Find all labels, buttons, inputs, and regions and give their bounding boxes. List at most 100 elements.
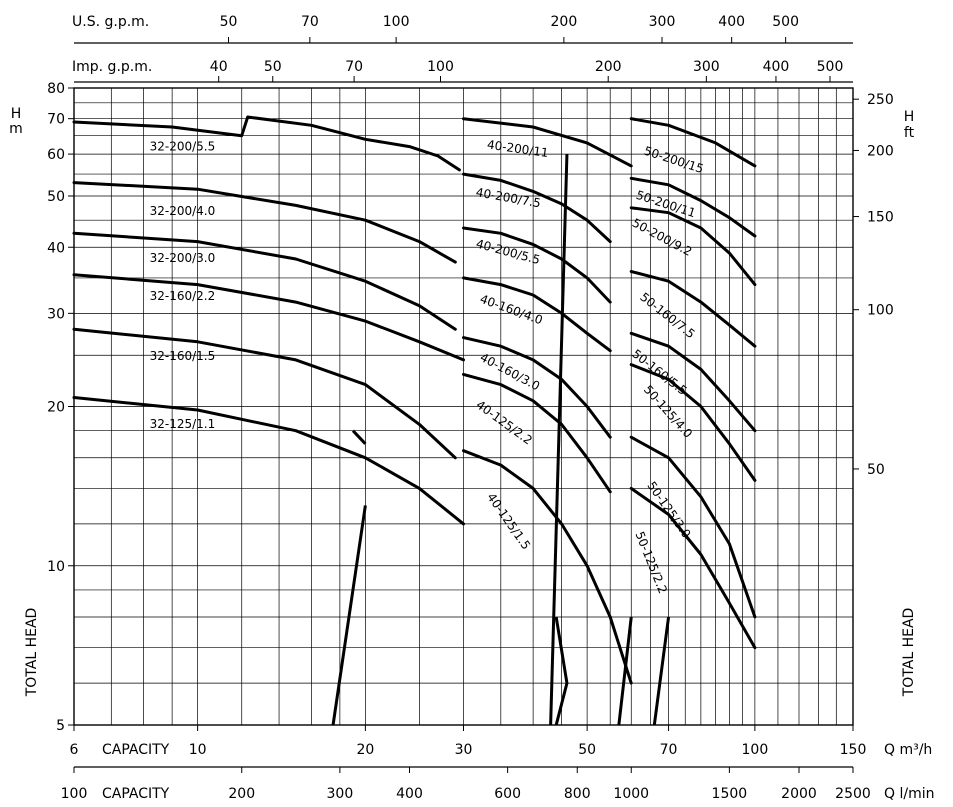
curve-label: 40-200/7.5 [475, 185, 542, 210]
lmin-tick-label: 1500 [712, 786, 748, 802]
us-gpm-tick-label: 400 [718, 14, 745, 30]
curve-32-200-3-0 [72, 231, 457, 331]
curve-32-200-4-0 [72, 181, 457, 264]
curve-label: 32-160/1.5 [150, 349, 216, 363]
curve-label: 40-125/2.2 [474, 398, 535, 448]
us-gpm-tick-label: 50 [220, 14, 238, 30]
curve-label: 32-160/2.2 [150, 289, 216, 303]
imp-gpm-tick-label: 50 [264, 59, 282, 75]
y-tick-label: 20 [47, 400, 65, 416]
lmin-tick-label: 1000 [613, 786, 649, 802]
y-tick-label: 80 [47, 81, 65, 97]
ft-tick-label: 150 [867, 210, 894, 226]
y-tick-label: 30 [47, 306, 65, 322]
range-boundary [617, 616, 633, 726]
imp-gpm-tick-label: 400 [763, 59, 790, 75]
capacity-label-m3h: CAPACITY [102, 742, 170, 758]
range-boundary [549, 154, 569, 726]
us-gpm-axis-title: U.S. g.p.m. [72, 14, 149, 30]
curves [72, 115, 757, 726]
range-boundary [652, 616, 671, 726]
lmin-tick-label: 600 [494, 786, 521, 802]
ft-tick-label: 50 [867, 462, 885, 478]
lmin-tick-label: 200 [228, 786, 255, 802]
x-unit-m3h: Q m³/h [884, 742, 932, 758]
imp-gpm-tick-label: 500 [817, 59, 844, 75]
y-tick-label: 50 [47, 189, 65, 205]
curve-label: 50-125/4.0 [641, 383, 695, 441]
curve-50-160-7-5 [629, 270, 757, 348]
total-head-right: TOTAL HEAD [901, 608, 917, 698]
curve-labels: 32-200/5.5 32-200/4.0 32-200/3.0 32-160/2.2… [150, 138, 706, 596]
grid [73, 87, 854, 726]
curve-label: 32-200/3.0 [150, 251, 216, 265]
curve-label: 50-200/9.2 [630, 216, 695, 259]
total-head-left: TOTAL HEAD [24, 608, 40, 698]
curve-label: 50-125/2.2 [632, 529, 670, 595]
ft-tick-label: 200 [867, 143, 894, 159]
ft-tick-label: 250 [867, 92, 894, 108]
x-unit-lmin: Q l/min [884, 786, 934, 802]
imp-gpm-tick-label: 100 [427, 59, 454, 75]
range-boundary [554, 682, 569, 726]
curve-50-125-2-2 [629, 486, 757, 650]
x-tick-label: 6 [70, 742, 79, 758]
curve-label: 32-200/5.5 [150, 139, 216, 153]
range-boundary [351, 429, 367, 445]
curve-40-200-11 [462, 117, 633, 168]
imp-gpm-tick-label: 300 [693, 59, 720, 75]
y-tick-label: 10 [47, 559, 65, 575]
ft-tick-label: 100 [867, 303, 894, 319]
curve-label: 40-160/3.0 [478, 350, 543, 393]
us-gpm-tick-label: 300 [649, 14, 676, 30]
x-tick-label: 30 [455, 742, 473, 758]
us-gpm-tick-label: 100 [383, 14, 410, 30]
curve-40-160-4-0 [462, 276, 612, 353]
curve-50-125-3-0 [629, 435, 757, 619]
y-tick-label: 60 [47, 147, 65, 163]
curve-label: 32-200/4.0 [150, 204, 216, 218]
lmin-tick-label: 400 [396, 786, 423, 802]
imp-gpm-tick-label: 40 [210, 59, 228, 75]
y-unit-left-symbol: H [11, 106, 22, 122]
curve-32-160-2-2 [72, 273, 465, 362]
curve-label: 50-160/7.5 [637, 290, 697, 341]
curve-40-200-7-5 [462, 172, 612, 244]
x-tick-label: 70 [660, 742, 678, 758]
range-boundary [331, 505, 367, 726]
x-tick-label: 50 [578, 742, 596, 758]
curve-label: 40-200/11 [486, 138, 549, 160]
us-gpm-tick-label: 70 [301, 14, 319, 30]
curve-50-200-9-2 [629, 206, 757, 287]
x-tick-label: 100 [742, 742, 769, 758]
curve-50-200-15 [629, 117, 757, 168]
imp-gpm-tick-label: 200 [595, 59, 622, 75]
curve-50-125-4-0 [629, 363, 757, 482]
range-boundary [554, 616, 569, 684]
y-tick-label: 5 [56, 718, 65, 734]
curve-32-125-1-1 [72, 396, 465, 526]
imp-gpm-axis-title: Imp. g.p.m. [72, 59, 152, 75]
curve-40-200-5-5 [462, 226, 612, 304]
us-gpm-tick-label: 500 [772, 14, 799, 30]
lmin-tick-label: 2000 [781, 786, 817, 802]
curve-label: 32-125/1.1 [150, 417, 216, 431]
us-gpm-tick-label: 200 [551, 14, 578, 30]
lmin-tick-label: 800 [564, 786, 591, 802]
y-tick-label: 40 [47, 240, 65, 256]
axes: 5 10 20 30 40 50 60 70 80 50 100 150 200 250 6 10 20 30 50… [9, 14, 934, 802]
capacity-label-lmin: CAPACITY [102, 786, 170, 802]
lmin-tick-label: 2500 [835, 786, 871, 802]
curve-50-160-5-5 [629, 331, 757, 433]
lmin-tick-label: 300 [327, 786, 354, 802]
x-tick-label: 10 [189, 742, 207, 758]
curve-label: 40-125/1.5 [484, 490, 533, 552]
curve-32-160-1-5 [72, 327, 457, 460]
y-unit-right-unit: ft [904, 125, 915, 141]
y-unit-left-unit: m [9, 121, 23, 137]
curve-40-160-3-0 [462, 336, 612, 439]
imp-gpm-tick-label: 70 [345, 59, 363, 75]
x-tick-label: 20 [356, 742, 374, 758]
y-unit-right-symbol: H [904, 109, 915, 125]
